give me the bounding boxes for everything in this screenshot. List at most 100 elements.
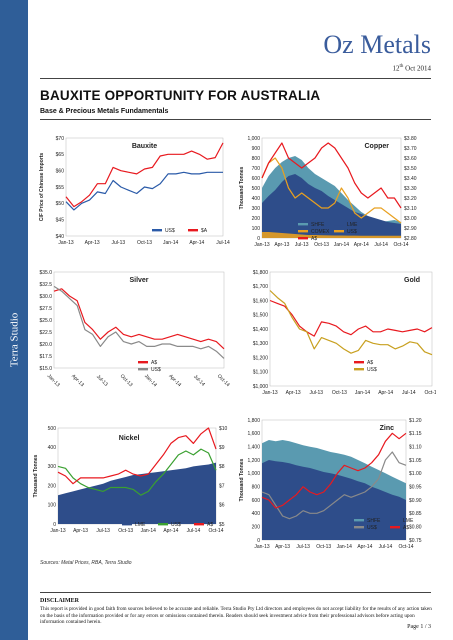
gold-x-tick: Jul-13: [309, 390, 323, 396]
gold-y-tick: $1,800: [253, 270, 269, 276]
gold-x-tick: Oct-14: [424, 390, 436, 396]
nickel-y-tick: 300: [48, 464, 57, 470]
gold-y-tick: $1,300: [253, 341, 269, 347]
copper-y-tick: 200: [252, 216, 261, 222]
gold-x-tick: Jul-14: [402, 390, 416, 396]
zinc-y2-tick: $0.85: [409, 511, 422, 517]
nickel-x-tick: Jul-13: [96, 528, 110, 534]
nickel-x-tick: Oct-13: [118, 528, 133, 534]
bauxite-x-tick: Apr-14: [189, 240, 204, 246]
bauxite-x-tick: Jan-14: [163, 240, 179, 246]
silver-legend-label: A$: [151, 360, 157, 366]
zinc-y2-tick: $1.00: [409, 471, 422, 477]
nickel-x-tick: Jul-14: [187, 528, 201, 534]
copper-y-tick: 300: [252, 206, 261, 212]
bauxite-legend-label: $A: [201, 228, 208, 234]
zinc-legend-swatch: [354, 526, 364, 529]
silver-x-tick: Apr-14: [167, 373, 182, 388]
copper-y-tick: 800: [252, 156, 261, 162]
silver-y-tick: $30.0: [39, 294, 52, 300]
nickel-y2-tick: $9: [219, 445, 225, 451]
gold-legend-label: US$: [367, 367, 377, 373]
bauxite-y-label: CIF Price of Chinese Imports: [39, 153, 45, 222]
copper-y-tick: 900: [252, 146, 261, 152]
bauxite-x-tick: Jan-13: [58, 240, 74, 246]
silver-svg: $15.0 $17.5 $20.0 $22.5 $25.0 $27.5 $30.0 $32.5…: [39, 270, 230, 389]
nickel-y2-tick: $7: [219, 483, 225, 489]
silver-series-usd-line: [53, 285, 225, 359]
copper-y-tick: 700: [252, 166, 261, 172]
zinc-series-lme-area: [262, 460, 406, 540]
page-title: BAUXITE OPPORTUNITY FOR AUSTRALIA: [40, 88, 321, 103]
nickel-y-tick: 400: [48, 445, 57, 451]
nickel-chart: 0 100 200 300 400 500 $5 $6 $7 $8 $9 $10 Jan-13 Apr-1…: [30, 412, 240, 542]
copper-legend-swatch: [298, 223, 308, 226]
copper-x-tick: Apr-13: [274, 242, 289, 248]
copper-y-tick: 0: [257, 236, 260, 242]
bauxite-x-tick: Oct-13: [137, 240, 152, 246]
zinc-series-ad-line: [261, 432, 407, 509]
silver-x-tick: Jul-14: [192, 374, 206, 388]
copper-y2-tick: $2.80: [404, 236, 417, 242]
copper-y2-tick: $3.60: [404, 156, 417, 162]
copper-x-tick: Jul-13: [295, 242, 309, 248]
silver-y-tick: $25.0: [39, 318, 52, 324]
zinc-y2-tick: $0.75: [409, 538, 422, 544]
page-number: Page 1 / 3: [407, 624, 431, 630]
zinc-y-tick: 1,600: [247, 431, 260, 437]
nickel-legend-label: A$: [207, 522, 213, 528]
zinc-title: Zinc: [380, 425, 394, 432]
bauxite-y-tick: $55: [56, 185, 65, 191]
copper-chart: 0 100 200 300 400 500 600 700 800 900 1,000 $2.80 $2…: [236, 132, 433, 256]
silver-legend-label: US$: [151, 367, 161, 373]
copper-y-tick: 100: [252, 226, 261, 232]
sources-note: Sources: Metal Prices, RBA, Terra Studio: [40, 560, 132, 566]
copper-x-tick: Apr-14: [354, 242, 369, 248]
zinc-y2-tick: $1.15: [409, 431, 422, 437]
zinc-y-tick: 400: [252, 511, 261, 517]
copper-legend-swatch: [334, 230, 344, 233]
copper-series-comex-area: [262, 232, 401, 238]
copper-legend-label: A$: [311, 236, 317, 242]
copper-y2-tick: $3.70: [404, 146, 417, 152]
gold-series-usd-line: [269, 290, 433, 356]
gold-y-tick: $1,500: [253, 313, 269, 319]
silver-legend-swatch: [138, 361, 148, 364]
copper-series-usd-line: [261, 157, 402, 224]
copper-y-tick: 400: [252, 196, 261, 202]
zinc-y2-tick: $1.05: [409, 458, 422, 464]
silver-legend-swatch: [138, 368, 148, 371]
bauxite-x-tick: Apr-13: [85, 240, 100, 246]
bauxite-chart: $40 $45 $50 $55 $60 $65 $70 Jan-13 Apr-13 Jul-13 O…: [36, 132, 231, 256]
nickel-legend-swatch: [194, 523, 204, 526]
zinc-series-usd-line: [261, 451, 407, 520]
bauxite-legend-swatch: [188, 229, 198, 232]
zinc-y-tick: 800: [252, 484, 261, 490]
bauxite-y-tick: $50: [56, 201, 65, 207]
zinc-y-tick: 1,000: [247, 471, 260, 477]
gold-title: Gold: [404, 277, 420, 284]
bauxite-y-tick: $45: [56, 217, 65, 223]
copper-legend-swatch: [298, 237, 308, 240]
copper-legend-swatch: [334, 223, 344, 226]
copper-x-tick: Oct-14: [393, 242, 408, 248]
zinc-legend-label: LME: [403, 518, 414, 524]
bauxite-y-tick: $70: [56, 136, 65, 142]
silver-series-ad-line: [53, 288, 225, 350]
zinc-y2-tick: $0.95: [409, 484, 422, 490]
gold-x-tick: Jan-14: [355, 390, 371, 396]
copper-legend-label: SHFE: [311, 222, 325, 228]
zinc-x-tick: Oct-14: [398, 544, 413, 550]
copper-y2-tick: $3.30: [404, 186, 417, 192]
zinc-x-tick: Jan-14: [337, 544, 353, 550]
bauxite-plot-frame: [65, 137, 224, 237]
zinc-x-tick: Apr-13: [275, 544, 290, 550]
disclaimer-title: DISCLAIMER: [40, 598, 80, 604]
zinc-y2-tick: $0.80: [409, 524, 422, 530]
bauxite-legend-swatch: [152, 229, 162, 232]
copper-title: Copper: [365, 143, 390, 150]
copper-x-tick: Oct-13: [314, 242, 329, 248]
nickel-series-ad-line: [57, 427, 217, 485]
bauxite-svg: $40 $45 $50 $55 $60 $65 $70 Jan-13 Apr-13 Jul-13 O…: [39, 136, 230, 246]
nickel-y2-tick: $6: [219, 503, 225, 509]
